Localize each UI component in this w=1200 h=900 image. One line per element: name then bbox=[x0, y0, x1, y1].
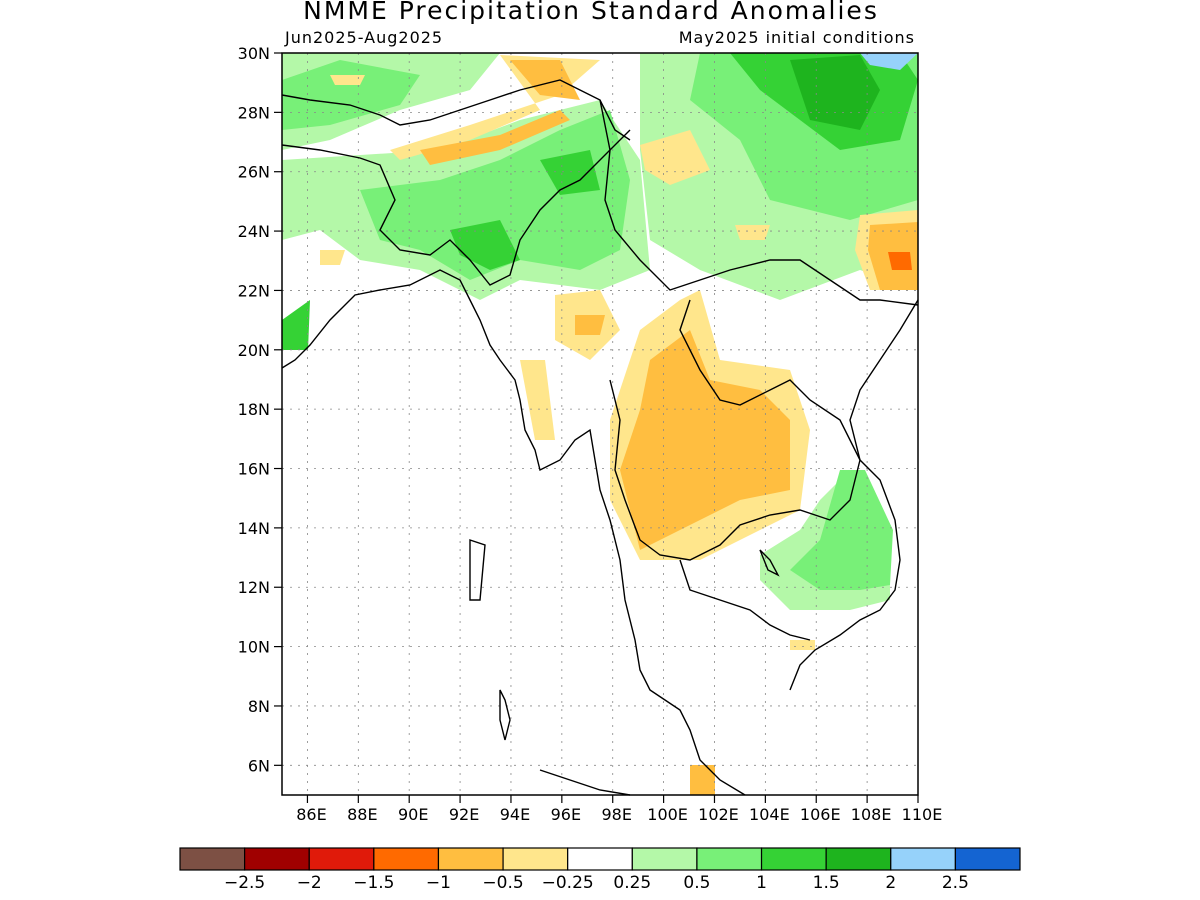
anomaly-patch bbox=[575, 315, 605, 335]
anomaly-patch bbox=[360, 110, 630, 280]
colorbar-swatch bbox=[244, 847, 310, 871]
lat-label: 26N bbox=[238, 163, 270, 182]
lat-label: 8N bbox=[248, 697, 270, 716]
coastline bbox=[789, 299, 919, 691]
colorbar-swatch bbox=[631, 847, 698, 871]
colorbar-swatch bbox=[437, 847, 504, 871]
lon-label: 108E bbox=[851, 805, 892, 824]
coastline bbox=[499, 689, 511, 741]
map-title: NMME Precipitation Standard Anomalies bbox=[303, 0, 879, 25]
lat-label: 20N bbox=[238, 341, 270, 360]
anomaly-patch bbox=[320, 250, 345, 265]
colorbar-swatch bbox=[696, 847, 763, 871]
border bbox=[609, 299, 861, 561]
plot-frame bbox=[281, 52, 919, 796]
lat-label: 14N bbox=[238, 519, 270, 538]
colorbar-swatch bbox=[502, 847, 569, 871]
colorbar-label: −0.25 bbox=[542, 873, 594, 893]
anomaly-patch bbox=[282, 300, 310, 350]
anomaly-patch bbox=[790, 55, 880, 130]
colorbar-swatch bbox=[373, 847, 440, 871]
anomaly-patch bbox=[860, 53, 918, 70]
border bbox=[599, 99, 919, 306]
anomaly-patch bbox=[282, 60, 420, 130]
grid-lines bbox=[282, 53, 918, 795]
lon-label: 92E bbox=[449, 805, 479, 824]
lon-label: 94E bbox=[500, 805, 530, 824]
colorbar-label: 2.5 bbox=[942, 873, 969, 893]
coastline bbox=[679, 559, 811, 641]
lon-label: 90E bbox=[398, 805, 428, 824]
lat-label: 22N bbox=[238, 281, 270, 300]
colorbar-swatch bbox=[179, 847, 246, 871]
lon-label: 88E bbox=[347, 805, 377, 824]
lon-label: 110E bbox=[902, 805, 943, 824]
lat-label: 24N bbox=[238, 222, 270, 241]
colorbar-label: 0.25 bbox=[613, 873, 651, 893]
lat-label: 16N bbox=[238, 460, 270, 479]
lon-label: 98E bbox=[601, 805, 631, 824]
lon-label: 96E bbox=[551, 805, 581, 824]
lon-label: 102E bbox=[698, 805, 739, 824]
coastline bbox=[469, 539, 486, 601]
anomaly-patch bbox=[420, 110, 570, 165]
anomaly-patch bbox=[735, 225, 770, 240]
lat-label: 30N bbox=[238, 44, 270, 63]
colorbar-label: −2 bbox=[297, 873, 322, 893]
colorbar-swatch bbox=[308, 847, 375, 871]
anomaly-patch bbox=[620, 330, 790, 550]
coastline bbox=[281, 269, 746, 796]
lat-label: 12N bbox=[238, 578, 270, 597]
anomaly-patch bbox=[520, 360, 555, 440]
init-conditions-label: May2025 initial conditions bbox=[678, 28, 915, 47]
anomaly-patch bbox=[640, 130, 710, 185]
lat-label: 28N bbox=[238, 103, 270, 122]
colorbar-label: −0.5 bbox=[482, 873, 523, 893]
colorbar-swatch bbox=[825, 847, 892, 871]
lon-axis-labels: 86E 88E 90E 92E 94E 96E 98E 100E 102E 104E 106E 108… bbox=[296, 795, 942, 824]
lon-label: 100E bbox=[647, 805, 688, 824]
anomaly-patch bbox=[510, 60, 580, 100]
colorbar-label: 2 bbox=[885, 873, 896, 893]
lat-label: 18N bbox=[238, 400, 270, 419]
colorbar-label: −2.5 bbox=[224, 873, 265, 893]
border bbox=[281, 129, 631, 286]
lon-label: 104E bbox=[749, 805, 790, 824]
anomaly-patch bbox=[790, 640, 815, 650]
colorbar-label: −1.5 bbox=[353, 873, 394, 893]
colorbar-label: 1 bbox=[756, 873, 767, 893]
colorbar: −2.5 −2 −1.5 −1 −0.5 −0.25 0.25 0.5 1 1.5 2 2.5 bbox=[179, 847, 1021, 893]
colorbar-label: 0.5 bbox=[683, 873, 710, 893]
anomaly-patch bbox=[690, 765, 715, 795]
anomaly-patch bbox=[540, 150, 600, 195]
colorbar-swatch bbox=[567, 847, 633, 871]
coastlines bbox=[281, 79, 919, 796]
season-label: Jun2025-Aug2025 bbox=[285, 28, 444, 47]
colorbar-label: 1.5 bbox=[813, 873, 840, 893]
colorbar-swatch bbox=[890, 847, 956, 871]
colorbar-swatch bbox=[954, 847, 1021, 871]
lon-label: 86E bbox=[296, 805, 326, 824]
lon-label: 106E bbox=[800, 805, 841, 824]
colorbar-label: −1 bbox=[426, 873, 451, 893]
anomaly-field bbox=[282, 53, 918, 795]
coastline bbox=[539, 769, 631, 796]
anomaly-patch bbox=[790, 470, 893, 590]
lat-label: 10N bbox=[238, 638, 270, 657]
coastline bbox=[759, 549, 780, 577]
colorbar-swatch bbox=[760, 847, 827, 871]
anomaly-patch bbox=[330, 75, 365, 85]
lat-axis-labels: 30N 28N 26N 24N 22N 20N 18N 16N 14N 12N 10N 8N 6N bbox=[238, 44, 282, 775]
lat-label: 6N bbox=[248, 756, 270, 775]
anomaly-patch bbox=[888, 252, 912, 270]
